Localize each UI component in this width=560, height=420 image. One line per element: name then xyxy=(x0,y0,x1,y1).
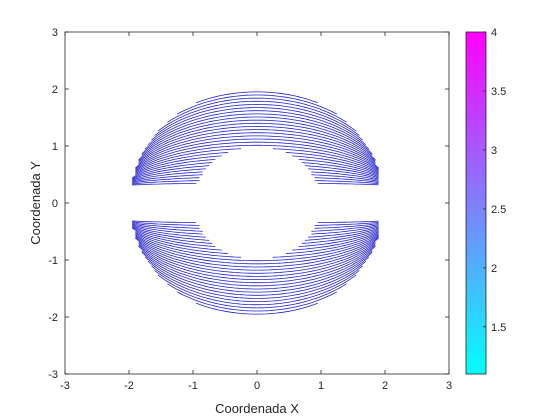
x-tick-label: 3 xyxy=(446,380,452,392)
contour-line-upper xyxy=(132,168,379,181)
colorbar-tick-label: 4 xyxy=(491,27,497,39)
contour-line-lower xyxy=(167,283,347,309)
contour-line-lower xyxy=(196,302,318,315)
contour-line-lower xyxy=(151,265,363,299)
colorbar-tick-label: 2 xyxy=(491,263,497,275)
contour-line-upper xyxy=(132,171,379,182)
colorbar xyxy=(465,31,487,375)
contour-line-lower xyxy=(135,231,379,254)
contour-line-upper xyxy=(135,148,379,173)
contour-line-lower xyxy=(141,250,373,287)
contour-line-lower xyxy=(135,233,379,258)
contour-line-lower xyxy=(131,227,379,247)
x-axis-ticks: -3 -2 -1 0 1 2 3 xyxy=(60,32,452,392)
contour-line-upper xyxy=(135,141,379,171)
contour-line-lower xyxy=(135,236,379,268)
contour-line-upper xyxy=(132,180,379,185)
contour-line-lower xyxy=(132,223,379,232)
contour-line-upper xyxy=(131,159,379,179)
y-tick-label: 0 xyxy=(52,198,58,210)
contour-line-lower xyxy=(132,222,379,229)
x-tick-label: 0 xyxy=(254,380,260,392)
contour-line-lower xyxy=(132,224,379,235)
y-tick-label: 2 xyxy=(52,84,58,96)
contour-line-upper xyxy=(135,152,379,175)
contour-line-lower xyxy=(132,221,379,226)
contour-line-upper xyxy=(196,91,318,104)
contour-line-upper xyxy=(157,100,357,132)
contour-line-upper xyxy=(144,113,370,150)
contour-line-lower xyxy=(132,225,379,241)
contour-line-lower xyxy=(132,220,379,223)
contour-line-lower xyxy=(138,243,376,277)
contour-line-lower xyxy=(138,241,376,274)
plot-area xyxy=(64,31,450,375)
contour-line-lower xyxy=(144,256,370,293)
x-tick-label: -3 xyxy=(60,380,70,392)
colorbar-tick-label: 3.5 xyxy=(491,86,506,98)
contour-line-lower xyxy=(157,274,357,306)
contour-line-upper xyxy=(167,97,347,123)
colorbar-ticks: 1.5 2 2.5 3 3.5 4 xyxy=(483,27,506,334)
contour-line-lower xyxy=(132,226,379,244)
y-axis-ticks: -3 -2 -1 0 1 2 3 xyxy=(48,27,449,381)
contour-line-upper xyxy=(154,103,360,136)
contour-lines xyxy=(131,91,379,315)
contour-line-upper xyxy=(135,155,379,176)
x-axis-label: Coordenada X xyxy=(215,401,299,416)
y-tick-label: -1 xyxy=(48,255,58,267)
x-tick-label: -2 xyxy=(124,380,134,392)
contour-line-lower xyxy=(147,260,367,296)
contour-line-upper xyxy=(147,110,367,146)
contour-line-lower xyxy=(135,237,379,271)
x-tick-label: 2 xyxy=(382,380,388,392)
contour-line-upper xyxy=(135,138,379,170)
contour-line-upper xyxy=(138,122,376,161)
contour-line-upper xyxy=(138,132,376,165)
contour-line-lower xyxy=(138,244,376,281)
y-tick-label: 3 xyxy=(52,27,58,39)
contour-line-upper xyxy=(176,94,338,115)
contour-line-lower xyxy=(132,225,379,238)
contour-line-upper xyxy=(132,183,379,186)
contour-line-lower xyxy=(138,245,376,284)
contour-line-upper xyxy=(138,125,376,162)
x-tick-label: 1 xyxy=(318,380,324,392)
colorbar-tick-label: 2.5 xyxy=(491,204,506,216)
contour-line-upper xyxy=(141,116,373,155)
contour-line-upper xyxy=(135,144,379,172)
contour-line-lower xyxy=(176,291,338,312)
colorbar-tick-label: 1.5 xyxy=(491,322,506,334)
contour-line-upper xyxy=(138,129,376,163)
contour-line-upper xyxy=(151,107,363,141)
contour-line-lower xyxy=(135,230,379,251)
contour-line-lower xyxy=(135,235,379,265)
y-tick-label: -3 xyxy=(48,369,58,381)
y-tick-label: -2 xyxy=(48,312,58,324)
x-tick-label: -1 xyxy=(188,380,198,392)
y-tick-label: 1 xyxy=(52,141,58,153)
contour-line-upper xyxy=(132,177,379,184)
contour-line-upper xyxy=(135,135,379,169)
contour-line-upper xyxy=(132,162,379,180)
y-axis-label: Coordenada Y xyxy=(28,161,43,245)
contour-line-lower xyxy=(135,234,379,262)
contour-line-upper xyxy=(141,119,373,156)
contour-line-lower xyxy=(141,251,373,290)
contour-line-lower xyxy=(154,270,360,303)
colorbar-tick-label: 3 xyxy=(491,145,497,157)
contour-line-upper xyxy=(132,165,379,181)
contour-line-upper xyxy=(132,174,379,183)
